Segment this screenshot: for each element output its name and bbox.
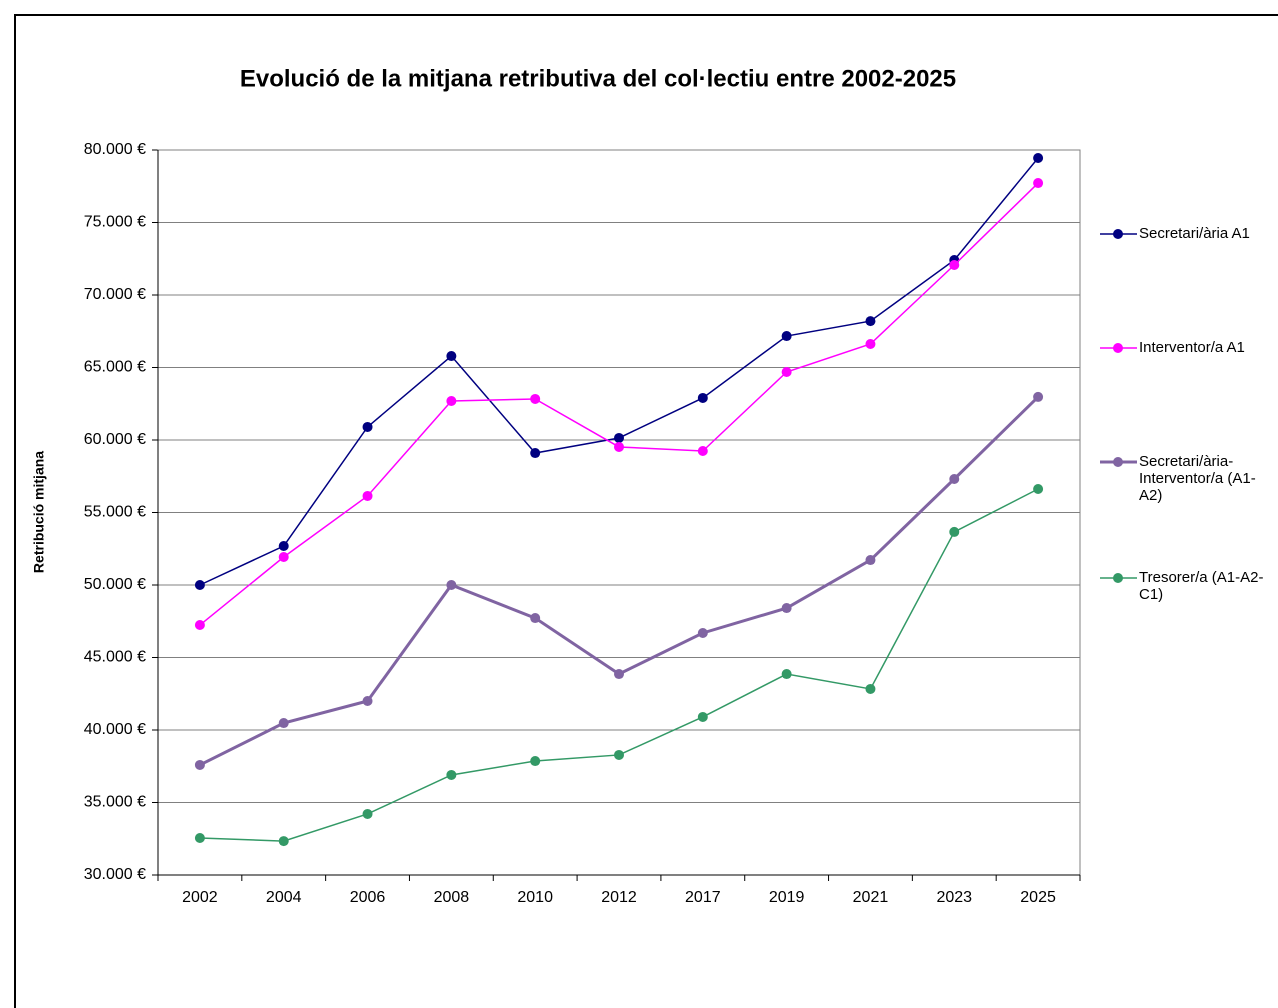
x-tick-label: 2006 <box>350 889 386 906</box>
data-point <box>614 432 624 443</box>
y-tick-label: 65.000 € <box>84 359 146 376</box>
y-tick-label: 75.000 € <box>84 214 146 231</box>
y-tick-label: 60.000 € <box>84 431 146 448</box>
data-point <box>530 613 541 624</box>
data-point <box>1033 152 1044 163</box>
x-tick-label: 2008 <box>434 889 470 906</box>
x-tick-label: 2021 <box>853 889 889 906</box>
data-point <box>530 448 541 459</box>
data-point <box>194 620 205 631</box>
data-point <box>781 366 792 377</box>
series-line <box>199 395 1040 767</box>
data-point <box>278 836 289 847</box>
data-point <box>278 540 289 551</box>
data-point <box>697 446 708 457</box>
x-tick-label: 2002 <box>182 889 218 906</box>
data-point <box>1033 178 1044 189</box>
data-point <box>781 669 792 680</box>
data-point <box>1033 391 1044 402</box>
legend-marker <box>1113 229 1123 239</box>
legend-marker <box>1113 573 1123 583</box>
data-point <box>446 351 457 362</box>
data-point <box>865 339 876 350</box>
x-tick-label: 2023 <box>936 889 972 906</box>
data-point <box>697 711 708 722</box>
y-tick-label: 45.000 € <box>84 649 146 666</box>
data-point <box>194 833 205 844</box>
data-point <box>614 669 624 680</box>
y-tick-label: 30.000 € <box>84 866 146 883</box>
data-point <box>781 331 792 342</box>
data-point <box>949 259 960 270</box>
chart-title: Evolució de la mitjana retributiva del c… <box>240 65 956 92</box>
data-point <box>530 756 541 767</box>
legend-label: Interventor/a A1 <box>1139 339 1245 356</box>
legend-marker <box>1113 457 1123 467</box>
data-point <box>362 421 373 432</box>
data-point <box>614 749 624 760</box>
x-tick-label: 2025 <box>1020 889 1056 906</box>
y-axis-label: Retribució mitjana <box>31 451 47 573</box>
series-line <box>199 182 1039 626</box>
y-tick-label: 35.000 € <box>84 794 146 811</box>
data-point <box>949 526 960 537</box>
data-point <box>362 490 373 501</box>
legend-label: Tresorer/a (A1-A2-C1) <box>1139 569 1264 603</box>
data-point <box>865 683 876 694</box>
y-tick-label: 55.000 € <box>84 504 146 521</box>
y-tick-label: 70.000 € <box>84 286 146 303</box>
x-tick-label: 2017 <box>685 889 721 906</box>
data-point <box>1033 484 1044 495</box>
data-point <box>949 474 960 485</box>
x-tick-label: 2019 <box>769 889 805 906</box>
series-line <box>199 488 1039 842</box>
data-point <box>278 552 289 563</box>
data-point <box>194 580 205 590</box>
y-tick-label: 80.000 € <box>84 141 146 158</box>
data-point <box>278 718 289 729</box>
data-point <box>446 580 457 590</box>
data-point <box>530 393 541 404</box>
data-point <box>697 392 708 403</box>
legend-label: Secretari/ària A1 <box>1139 225 1250 242</box>
x-tick-label: 2010 <box>517 889 553 906</box>
x-tick-label: 2004 <box>266 889 302 906</box>
legend-marker <box>1113 343 1123 353</box>
data-point <box>194 759 205 770</box>
data-point <box>865 555 876 566</box>
data-point <box>446 769 457 780</box>
x-tick-label: 2012 <box>601 889 637 906</box>
data-point <box>865 316 876 327</box>
frame <box>14 14 1278 1008</box>
data-point <box>781 603 792 614</box>
data-point <box>614 441 624 452</box>
data-point <box>362 696 373 706</box>
data-point <box>362 808 373 819</box>
y-tick-label: 40.000 € <box>84 721 146 738</box>
legend-label: Secretari/ària-Interventor/a (A1-A2) <box>1139 453 1256 504</box>
data-point <box>446 395 457 406</box>
data-point <box>697 627 708 638</box>
y-tick-label: 50.000 € <box>84 576 146 593</box>
